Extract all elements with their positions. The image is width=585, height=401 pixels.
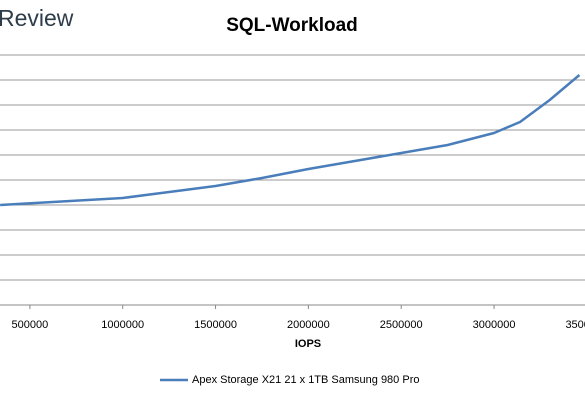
legend-label: Apex Storage X21 21 x 1TB Samsung 980 Pr…	[192, 374, 419, 386]
series-line	[0, 74, 581, 207]
x-tick-label: 2500000	[380, 319, 423, 331]
chart-title: SQL-Workload	[226, 15, 358, 36]
x-tick-label: 3000000	[473, 319, 516, 331]
x-axis-label: IOPS	[295, 338, 321, 350]
x-tick-label: 500000	[12, 319, 49, 331]
x-tick-label: 1500000	[194, 319, 237, 331]
x-tick-label: 1000000	[101, 319, 144, 331]
x-tick-label: 3500000	[565, 319, 585, 331]
watermark: Review	[0, 5, 74, 31]
x-tick-label: 2000000	[287, 319, 330, 331]
